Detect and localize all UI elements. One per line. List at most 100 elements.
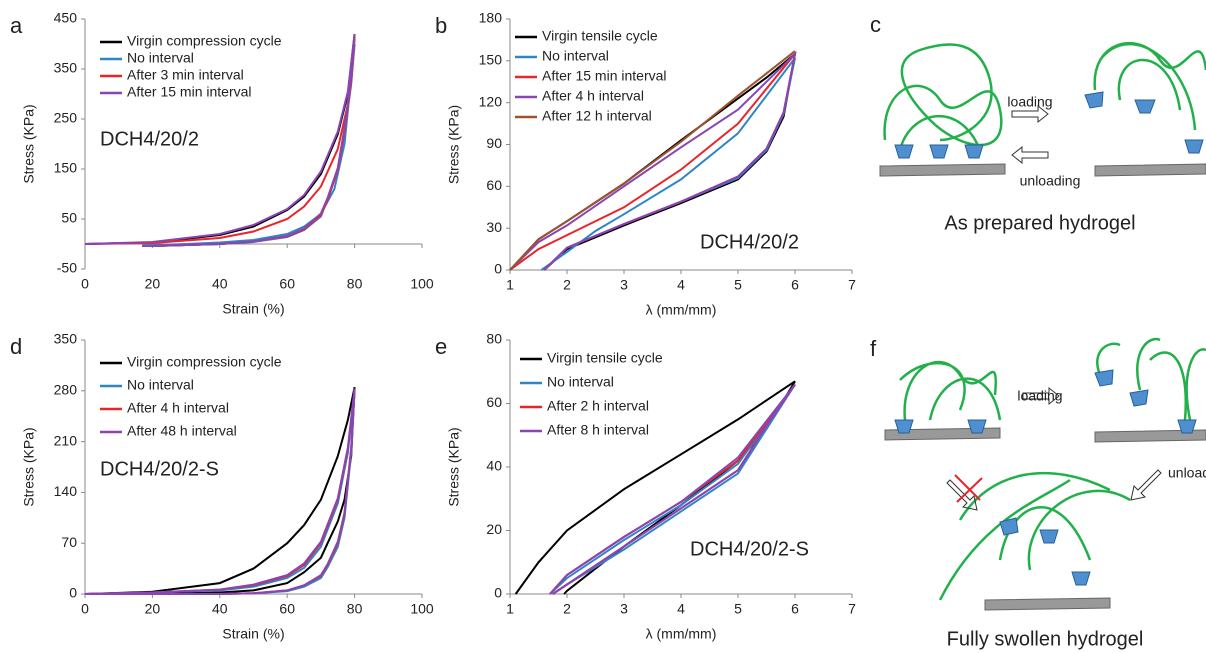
cyclodextrin [1094,369,1197,434]
x-tick-label: 5 [734,601,742,617]
chart-panel: e 0 20 40 60 80 1 2 3 4 5 6 7 λ (mm/mm) Stress (KPa) Vi… [435,331,856,642]
legend-label: No interval [127,377,194,393]
substrate [879,163,1006,177]
y-tick-label: 0 [69,585,77,601]
x-tick-label: 80 [347,276,363,292]
arrow [946,479,978,511]
substrate [1094,163,1206,177]
cyclodextrin [894,144,984,159]
y-tick-label: 120 [479,93,503,109]
y-axis-label: Stress (KPa) [21,104,37,183]
legend-label: Virgin tensile cycle [547,350,663,366]
x-tick-label: 4 [677,277,685,293]
y-tick-label: 140 [54,483,78,499]
data-line [549,383,796,595]
y-tick-label: 210 [54,432,78,448]
x-tick-label: 60 [279,601,295,617]
legend-label: After 2 h interval [547,398,649,414]
x-tick-label: 4 [677,601,685,617]
x-axis-label: Strain (%) [222,626,284,642]
y-tick-label: 250 [54,110,78,126]
polymer [899,360,1002,421]
substrate [1094,429,1206,443]
arrow [1011,104,1049,124]
process-label: loading [1007,94,1052,110]
y-tick-label: 70 [61,534,77,550]
y-tick-label: 60 [486,394,502,410]
chart-panel: b 0 30 60 90 120 150 180 1 2 3 4 5 6 7 λ (mm/mm) Stress … [435,10,856,318]
legend-label: After 4 h interval [542,88,644,104]
legend-label: Virgin compression cycle [127,354,282,370]
cyclodextrin [894,419,987,434]
process-label: unloading [1168,465,1206,481]
y-tick-label: 280 [54,382,78,398]
x-axis-label: λ (mm/mm) [646,626,717,642]
data-line [84,386,356,595]
polymer [1093,42,1206,131]
process-label: loading [1017,388,1062,404]
panel-letter: c [870,12,881,37]
polymer [883,43,1003,151]
y-tick-label: 450 [54,10,78,26]
arrow [1011,145,1049,165]
legend-label: After 8 h interval [547,422,649,438]
arrow [1130,469,1162,501]
y-tick-label: 80 [486,331,502,347]
cyclodextrin [999,517,1091,586]
process-label: unloading [1020,173,1081,189]
legend-label: After 4 h interval [127,400,229,416]
x-tick-label: 40 [212,601,228,617]
cross [954,474,983,503]
y-axis-label: Stress (KPa) [446,427,462,506]
x-tick-label: 60 [279,276,295,292]
legend-label: Virgin compression cycle [127,33,282,49]
polymer [938,471,1131,601]
panel-letter: e [435,334,447,359]
panel-letter: f [870,336,877,361]
annotation: DCH4/20/2-S [100,458,219,480]
x-tick-label: 2 [563,601,571,617]
annotation: DCH4/20/2 [700,231,799,253]
y-tick-label: -50 [57,260,77,276]
panel-letter: d [10,334,22,359]
y-axis-label: Stress (KPa) [21,427,37,506]
x-tick-label: 20 [145,601,161,617]
x-tick-label: 100 [410,276,434,292]
y-tick-label: 180 [479,10,503,26]
x-axis-label: λ (mm/mm) [646,302,717,318]
panel-letter: b [435,13,447,38]
chart-panel: d 0 70 140 210 280 350 0 20 40 60 80 100 Strain (%) St… [10,331,434,642]
legend-label: After 3 min interval [127,67,244,83]
panel-letter: a [10,13,23,38]
y-tick-label: 0 [494,585,502,601]
x-axis-label: Strain (%) [222,301,284,317]
y-tick-label: 40 [486,458,502,474]
caption: Fully swollen hydrogel [947,628,1144,650]
x-tick-label: 6 [791,277,799,293]
annotation: DCH4/20/2 [100,128,199,150]
legend-label: After 15 min interval [127,84,252,100]
y-tick-label: 350 [54,331,78,347]
y-tick-label: 150 [54,160,78,176]
legend-label: After 48 h interval [127,423,237,439]
data-line [84,33,356,247]
x-tick-label: 40 [212,276,228,292]
chart-panel: a -50 50 150 250 350 450 0 20 40 60 80 100 Strain (%)… [10,10,434,317]
x-tick-label: 5 [734,277,742,293]
y-axis-label: Stress (KPa) [446,105,462,184]
y-tick-label: 30 [486,219,502,235]
data-line [509,50,796,271]
legend-label: Virgin tensile cycle [542,28,658,44]
legend-label: After 15 min interval [542,68,667,84]
y-tick-label: 350 [54,60,78,76]
arrow [1022,386,1060,406]
x-tick-label: 6 [791,601,799,617]
data-line [509,50,797,271]
x-tick-label: 80 [347,601,363,617]
x-tick-label: 3 [620,601,628,617]
x-tick-label: 1 [506,601,514,617]
y-tick-label: 0 [494,261,502,277]
x-tick-label: 100 [410,601,434,617]
x-tick-label: 3 [620,277,628,293]
